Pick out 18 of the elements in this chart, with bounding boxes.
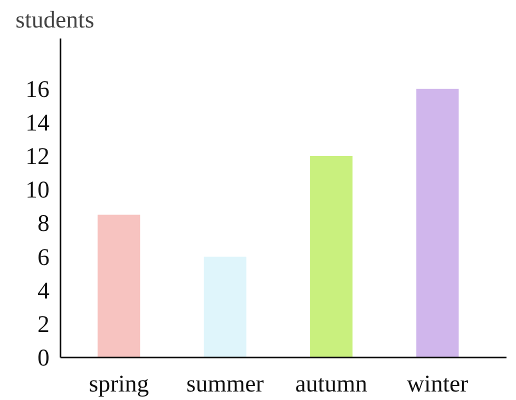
y-tick-label: 6 [38,244,50,271]
y-tick-label: 16 [26,76,50,103]
bar [204,256,246,358]
x-tick-label: autumn [295,372,368,398]
x-tick-label: summer [186,372,264,398]
y-tick-label: 10 [26,178,50,204]
x-tick-label: winter [406,372,468,398]
y-tick-label: 0 [38,346,50,372]
bar [98,214,140,358]
bar [310,156,353,358]
y-tick-label: 8 [38,211,50,238]
y-tick-label: 14 [26,110,50,136]
bar [416,88,459,358]
y-tick-label: 12 [26,144,50,170]
y-tick-label: 2 [38,312,50,338]
y-tick-label: 4 [38,278,50,304]
y-axis-title: students [16,8,94,34]
x-tick-label: spring [88,372,149,398]
